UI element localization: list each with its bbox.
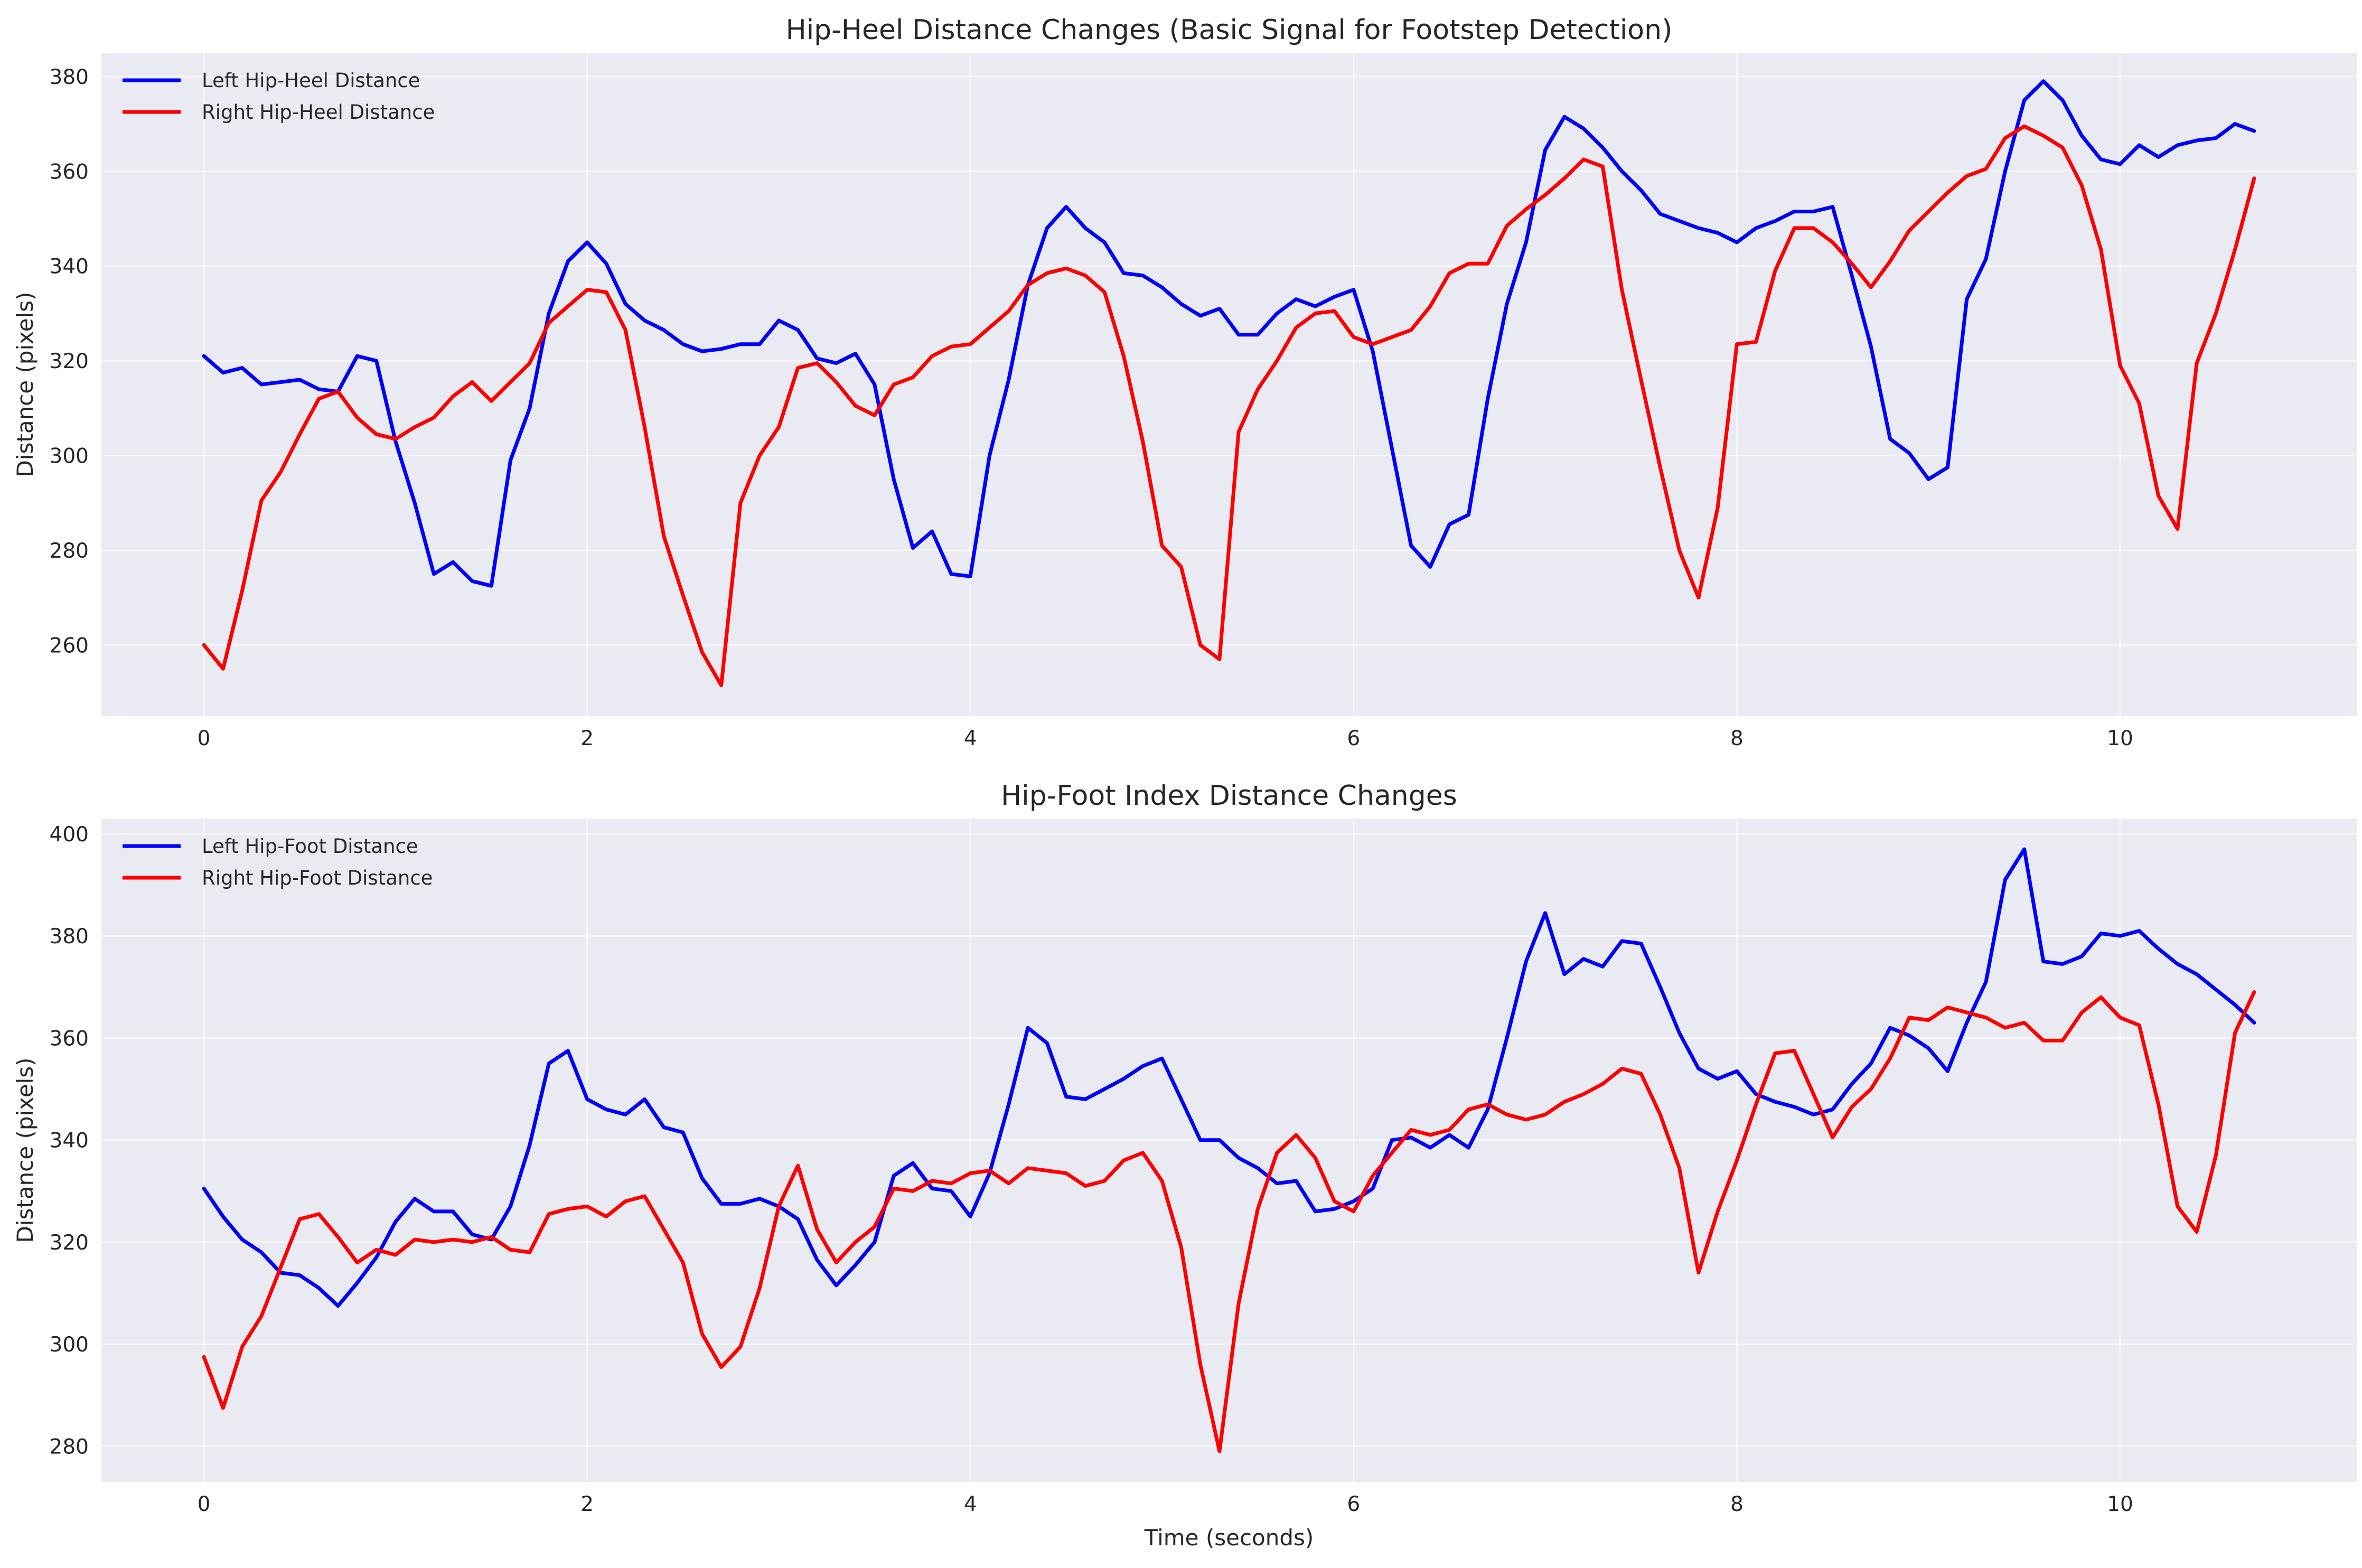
- y-tick-label: 360: [50, 160, 89, 184]
- legend-label: Left Hip-Foot Distance: [202, 835, 418, 858]
- tick-labels: 0 2 4 6 8 10 260 280 300 320 340 360 380: [50, 65, 2133, 750]
- x-tick-label: 10: [2107, 727, 2133, 750]
- y-tick-label: 280: [50, 1435, 89, 1459]
- y-axis-label: Distance (pixels): [12, 1057, 38, 1243]
- legend: Left Hip-Foot Distance Right Hip-Foot Di…: [123, 835, 433, 889]
- x-tick-label: 0: [198, 1492, 211, 1516]
- chart-hip-heel: 0 2 4 6 8 10 260 280 300 320 340 360 380 Hip-Heel Di…: [12, 14, 2357, 750]
- series-line: [202, 124, 2256, 688]
- y-tick-label: 260: [50, 634, 89, 658]
- y-tick-label: 360: [50, 1027, 89, 1050]
- legend-label: Left Hip-Heel Distance: [202, 69, 420, 92]
- y-tick-label: 400: [50, 823, 89, 847]
- y-tick-label: 380: [50, 925, 89, 949]
- x-tick-label: 8: [1730, 1492, 1744, 1516]
- legend-label: Right Hip-Heel Distance: [202, 101, 435, 124]
- x-tick-label: 0: [198, 727, 211, 750]
- gridlines: [101, 819, 2357, 1482]
- y-tick-label: 320: [50, 350, 89, 373]
- x-tick-label: 10: [2107, 1492, 2133, 1516]
- x-axis-label: Time (seconds): [1144, 1525, 1314, 1551]
- y-tick-label: 300: [50, 445, 89, 468]
- series-lines: [202, 79, 2256, 688]
- series-lines: [202, 847, 2256, 1453]
- y-tick-label: 380: [50, 65, 89, 89]
- series-line: [202, 990, 2256, 1453]
- legend: Left Hip-Heel Distance Right Hip-Heel Di…: [123, 69, 435, 124]
- y-tick-label: 280: [50, 539, 89, 563]
- y-tick-label: 340: [50, 1129, 89, 1153]
- x-tick-label: 8: [1730, 727, 1744, 750]
- y-tick-label: 320: [50, 1231, 89, 1255]
- plot-area: [101, 53, 2357, 716]
- x-tick-label: 6: [1347, 1492, 1360, 1516]
- chart-title: Hip-Foot Index Distance Changes: [1001, 780, 1457, 812]
- y-tick-label: 340: [50, 255, 89, 279]
- series-line: [202, 847, 2256, 1308]
- tick-labels: 0 2 4 6 8 10 280 300 320 340 360 380 400: [50, 823, 2133, 1516]
- chart-title: Hip-Heel Distance Changes (Basic Signal …: [786, 14, 1673, 46]
- y-tick-label: 300: [50, 1333, 89, 1357]
- x-tick-label: 6: [1347, 727, 1360, 750]
- x-tick-label: 2: [580, 1492, 594, 1516]
- x-tick-label: 4: [964, 727, 977, 750]
- chart-hip-foot-index: 0 2 4 6 8 10 280 300 320 340 360 380 400 Hip-Foot In…: [12, 780, 2357, 1551]
- legend-label: Right Hip-Foot Distance: [202, 867, 433, 889]
- y-axis-label: Distance (pixels): [12, 292, 38, 477]
- x-tick-label: 4: [964, 1492, 977, 1516]
- x-tick-label: 2: [580, 727, 594, 750]
